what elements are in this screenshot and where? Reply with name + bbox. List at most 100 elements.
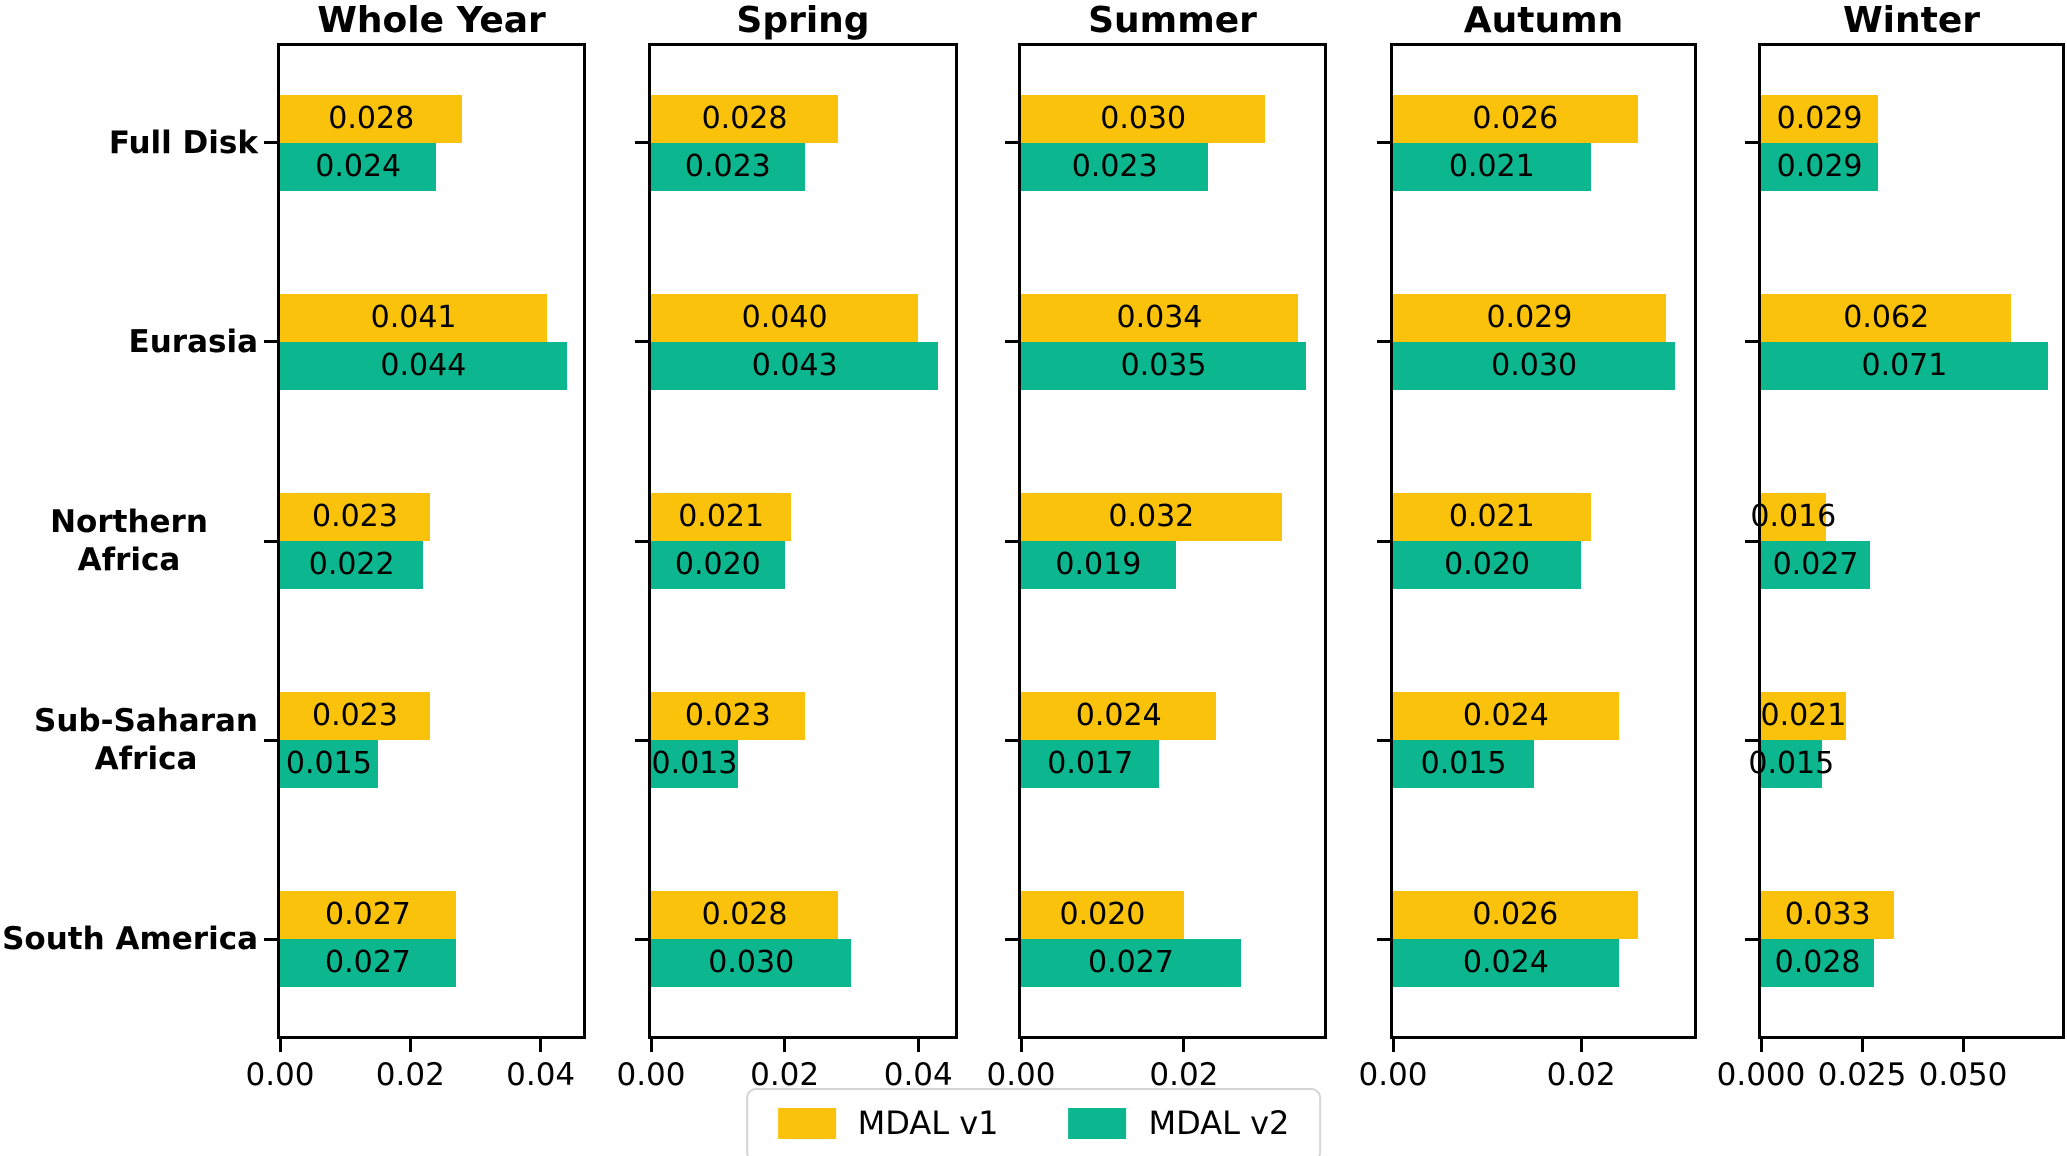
bar-spring-mdal-v2: 0.030 bbox=[651, 939, 852, 988]
bar-autumn-mdal-v2: 0.020 bbox=[1393, 541, 1582, 589]
panel-title-winter: Winter bbox=[1842, 0, 1981, 41]
y-axis-label-text: Eurasia bbox=[128, 323, 258, 360]
x-tick-label: 0.000 bbox=[1716, 1057, 1806, 1093]
bar-whole-year-mdal-v1: 0.028 bbox=[280, 94, 463, 143]
panel-title-whole-year: Whole Year bbox=[317, 0, 546, 41]
bar-summer-mdal-v1: 0.024 bbox=[1021, 692, 1217, 741]
x-tick-label: 0.00 bbox=[986, 1057, 1056, 1093]
bar-summer-mdal-v2: 0.035 bbox=[1021, 341, 1307, 390]
bar-value-label: 0.030 bbox=[1491, 347, 1578, 383]
panel-title-summer: Summer bbox=[1088, 0, 1257, 41]
y-tick bbox=[635, 738, 648, 742]
y-tick bbox=[1377, 539, 1390, 543]
bar-value-label: 0.028 bbox=[701, 100, 788, 136]
x-tick bbox=[278, 1039, 282, 1052]
bar-summer-mdal-v2: 0.017 bbox=[1021, 740, 1160, 789]
bar-whole-year-mdal-v2: 0.024 bbox=[280, 142, 437, 191]
x-tick bbox=[1759, 1039, 1763, 1052]
y-tick bbox=[1745, 738, 1758, 742]
bar-autumn-mdal-v2: 0.021 bbox=[1393, 142, 1591, 191]
panel-frame-autumn bbox=[1390, 43, 1697, 1039]
bar-summer-mdal-v1: 0.030 bbox=[1021, 94, 1266, 143]
bar-value-label: 0.030 bbox=[1100, 100, 1187, 136]
bar-value-label: 0.021 bbox=[1448, 148, 1535, 184]
bar-value-label: 0.020 bbox=[674, 547, 761, 582]
bar-value-label: 0.071 bbox=[1861, 347, 1948, 383]
bar-value-label: 0.023 bbox=[684, 698, 771, 734]
bar-autumn-mdal-v1: 0.029 bbox=[1393, 293, 1666, 342]
x-tick bbox=[1182, 1039, 1186, 1052]
bar-value-label: 0.027 bbox=[325, 945, 411, 981]
bar-whole-year-mdal-v2: 0.022 bbox=[280, 541, 424, 589]
y-tick bbox=[1005, 340, 1018, 344]
panel-frame-summer bbox=[1018, 43, 1327, 1039]
y-tick bbox=[264, 937, 277, 941]
y-axis-label-eurasia: Eurasia bbox=[0, 323, 258, 361]
bar-value-label: 0.043 bbox=[751, 347, 838, 383]
x-tick bbox=[649, 1039, 653, 1052]
bar-value-label: 0.019 bbox=[1055, 547, 1142, 582]
x-tick bbox=[1579, 1039, 1583, 1052]
bar-value-label: 0.013 bbox=[651, 746, 738, 782]
bar-value-label: 0.040 bbox=[741, 299, 828, 335]
legend-item-mdal-v1: MDAL v1 bbox=[777, 1104, 999, 1142]
bar-value-label: 0.021 bbox=[678, 499, 765, 534]
bar-value-label: 0.062 bbox=[1843, 299, 1930, 335]
bar-value-label: 0.021 bbox=[1448, 499, 1535, 534]
bar-autumn-mdal-v2: 0.024 bbox=[1393, 939, 1619, 988]
panel-title-autumn: Autumn bbox=[1463, 0, 1624, 41]
bar-spring-mdal-v1: 0.021 bbox=[651, 493, 792, 541]
bar-winter-mdal-v2: 0.071 bbox=[1761, 341, 2048, 390]
x-tick-label: 0.04 bbox=[883, 1057, 953, 1093]
bar-value-label: 0.029 bbox=[1776, 100, 1863, 136]
bar-summer-mdal-v1: 0.034 bbox=[1021, 293, 1298, 342]
bar-value-label: 0.024 bbox=[1075, 698, 1162, 734]
bar-value-label: 0.017 bbox=[1047, 746, 1134, 782]
y-tick bbox=[264, 539, 277, 543]
bar-whole-year-mdal-v2: 0.015 bbox=[280, 740, 378, 789]
x-tick-label: 0.02 bbox=[1546, 1057, 1616, 1093]
bar-value-label: 0.023 bbox=[1071, 148, 1158, 184]
bar-value-label: 0.032 bbox=[1108, 499, 1195, 534]
y-tick bbox=[1005, 539, 1018, 543]
y-axis-label-full-disk: Full Disk bbox=[0, 124, 258, 162]
bar-whole-year-mdal-v2: 0.044 bbox=[280, 341, 567, 390]
x-tick-label: 0.025 bbox=[1817, 1057, 1907, 1093]
bar-winter-mdal-v1: 0.029 bbox=[1761, 94, 1879, 143]
x-tick bbox=[1019, 1039, 1023, 1052]
bar-value-label: 0.021 bbox=[1760, 698, 1847, 734]
y-tick bbox=[1005, 141, 1018, 145]
y-tick bbox=[264, 141, 277, 145]
y-tick bbox=[1745, 340, 1758, 344]
bar-value-label: 0.015 bbox=[1420, 746, 1507, 782]
y-tick bbox=[1377, 141, 1390, 145]
bar-autumn-mdal-v1: 0.026 bbox=[1393, 94, 1638, 143]
x-tick bbox=[916, 1039, 920, 1052]
bar-value-label: 0.015 bbox=[1748, 746, 1835, 782]
legend-swatch-mdal-v2 bbox=[1068, 1107, 1127, 1139]
x-tick-label: 0.02 bbox=[375, 1057, 445, 1093]
bar-value-label: 0.034 bbox=[1116, 299, 1203, 335]
legend-swatch-mdal-v1 bbox=[777, 1107, 836, 1139]
bar-summer-mdal-v2: 0.027 bbox=[1021, 939, 1241, 988]
bar-value-label: 0.024 bbox=[1462, 698, 1549, 734]
bar-value-label: 0.016 bbox=[1750, 499, 1837, 534]
x-tick-label: 0.02 bbox=[750, 1057, 820, 1093]
bar-value-label: 0.023 bbox=[684, 148, 771, 184]
x-tick bbox=[1860, 1039, 1864, 1052]
y-axis-label-text: Full Disk bbox=[108, 124, 258, 161]
y-tick bbox=[635, 141, 648, 145]
bar-spring-mdal-v1: 0.028 bbox=[651, 94, 839, 143]
bar-autumn-mdal-v1: 0.021 bbox=[1393, 493, 1591, 541]
bar-spring-mdal-v1: 0.040 bbox=[651, 293, 919, 342]
bar-value-label: 0.027 bbox=[1772, 547, 1859, 582]
bar-autumn-mdal-v1: 0.024 bbox=[1393, 692, 1619, 741]
x-tick-label: 0.050 bbox=[1918, 1057, 2008, 1093]
bar-spring-mdal-v2: 0.020 bbox=[651, 541, 785, 589]
x-tick bbox=[1961, 1039, 1965, 1052]
bar-value-label: 0.020 bbox=[1059, 897, 1146, 933]
y-tick bbox=[264, 738, 277, 742]
bar-summer-mdal-v1: 0.020 bbox=[1021, 891, 1184, 940]
bar-spring-mdal-v1: 0.028 bbox=[651, 891, 839, 940]
